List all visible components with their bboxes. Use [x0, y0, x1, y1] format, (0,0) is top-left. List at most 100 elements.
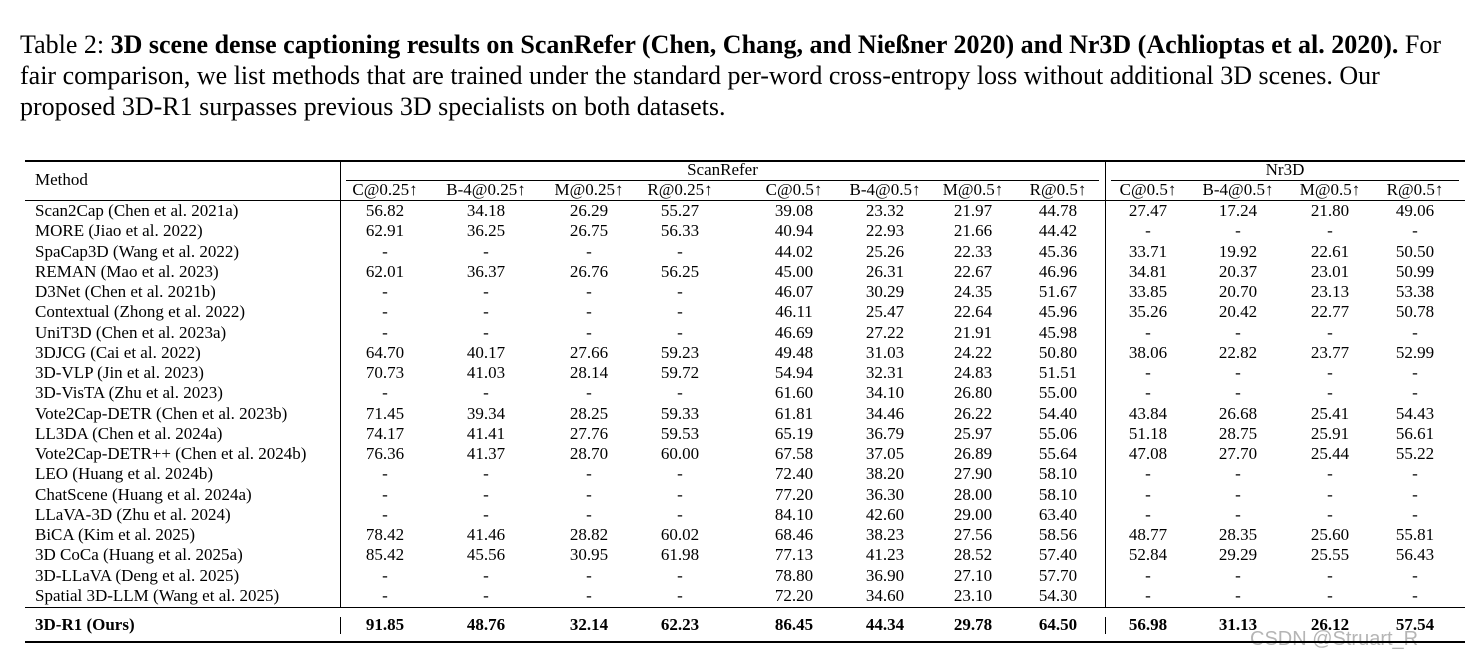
- method-cell: 3D-R1 (Ours): [35, 615, 135, 634]
- value-cell: 54.94: [774, 363, 814, 383]
- rule: [1105, 617, 1106, 634]
- method-cell: UniT3D (Chen et al. 2023a): [35, 322, 227, 342]
- value-cell: 22.67: [953, 261, 993, 281]
- value-cell: 26.29: [569, 201, 609, 220]
- value-cell: -: [382, 282, 388, 302]
- value-cell: 54.40: [1038, 403, 1078, 423]
- group-header: ScanRefer: [687, 160, 758, 179]
- column-header: B-4@0.25↑: [446, 180, 526, 199]
- value-cell: -: [1327, 383, 1333, 403]
- value-cell: 28.25: [569, 403, 609, 423]
- value-cell: 72.40: [774, 464, 814, 484]
- value-cell: -: [483, 565, 489, 585]
- value-cell: 44.34: [865, 615, 905, 634]
- value-cell: 23.13: [1310, 282, 1350, 302]
- value-cell: 31.03: [865, 342, 905, 362]
- value-cell: 85.42: [365, 545, 405, 565]
- value-cell: -: [1145, 484, 1151, 504]
- value-cell: 51.67: [1038, 282, 1078, 302]
- value-cell: -: [586, 241, 592, 261]
- value-cell: 19.92: [1218, 241, 1258, 261]
- value-cell: -: [677, 241, 683, 261]
- value-cell: 50.99: [1395, 261, 1435, 281]
- caption-text: For fair comparison, we list methods tha…: [20, 30, 1441, 121]
- value-cell: 51.51: [1038, 363, 1078, 383]
- value-cell: 39.08: [774, 201, 814, 220]
- value-cell: -: [483, 322, 489, 342]
- value-cell: 27.90: [953, 464, 993, 484]
- rule: [25, 607, 1465, 608]
- value-cell: -: [1412, 504, 1418, 524]
- value-cell: 33.71: [1128, 241, 1168, 261]
- value-cell: 41.03: [466, 363, 506, 383]
- value-cell: 23.32: [865, 201, 905, 220]
- column-header: R@0.5↑: [1029, 180, 1087, 199]
- value-cell: 84.10: [774, 504, 814, 524]
- method-cell: REMAN (Mao et al. 2023): [35, 261, 219, 281]
- value-cell: 21.97: [953, 201, 993, 220]
- value-cell: -: [1235, 322, 1241, 342]
- column-header: M@0.5↑: [1299, 180, 1361, 199]
- value-cell: 65.19: [774, 423, 814, 443]
- value-cell: -: [1327, 565, 1333, 585]
- value-cell: 55.00: [1038, 383, 1078, 403]
- value-cell: -: [677, 585, 683, 605]
- value-cell: -: [1235, 565, 1241, 585]
- value-cell: -: [1327, 221, 1333, 241]
- value-cell: -: [1412, 322, 1418, 342]
- value-cell: 74.17: [365, 423, 405, 443]
- value-cell: -: [1412, 484, 1418, 504]
- value-cell: 22.77: [1310, 302, 1350, 322]
- value-cell: 56.25: [660, 261, 700, 281]
- rule: [340, 162, 341, 607]
- value-cell: 38.23: [865, 525, 905, 545]
- value-cell: -: [1235, 221, 1241, 241]
- value-cell: 45.56: [466, 545, 506, 565]
- value-cell: 34.46: [865, 403, 905, 423]
- value-cell: 57.54: [1395, 615, 1435, 634]
- value-cell: 54.30: [1038, 585, 1078, 605]
- value-cell: 56.61: [1395, 423, 1435, 443]
- rule: [25, 200, 1465, 201]
- value-cell: 61.81: [774, 403, 814, 423]
- value-cell: 35.26: [1128, 302, 1168, 322]
- value-cell: 29.29: [1218, 545, 1258, 565]
- column-header: R@0.25↑: [647, 180, 713, 199]
- value-cell: -: [677, 383, 683, 403]
- value-cell: 56.82: [365, 201, 405, 220]
- value-cell: 50.78: [1395, 302, 1435, 322]
- value-cell: -: [1235, 464, 1241, 484]
- value-cell: 46.96: [1038, 261, 1078, 281]
- value-cell: 67.58: [774, 444, 814, 464]
- column-header: C@0.5↑: [765, 180, 823, 199]
- value-cell: 27.47: [1128, 201, 1168, 220]
- value-cell: 86.45: [774, 615, 814, 634]
- column-header: R@0.5↑: [1386, 180, 1444, 199]
- value-cell: 22.93: [865, 221, 905, 241]
- value-cell: 64.50: [1038, 615, 1078, 634]
- column-header: B-4@0.5↑: [849, 180, 921, 199]
- value-cell: 20.42: [1218, 302, 1258, 322]
- value-cell: -: [1145, 363, 1151, 383]
- value-cell: 25.91: [1310, 423, 1350, 443]
- group-header: Nr3D: [1265, 160, 1305, 179]
- value-cell: -: [586, 565, 592, 585]
- method-header: Method: [35, 170, 88, 189]
- value-cell: 59.33: [660, 403, 700, 423]
- value-cell: 23.01: [1310, 261, 1350, 281]
- column-header: M@0.5↑: [942, 180, 1004, 199]
- value-cell: -: [1412, 464, 1418, 484]
- value-cell: 26.31: [865, 261, 905, 281]
- value-cell: 48.77: [1128, 525, 1168, 545]
- method-cell: LL3DA (Chen et al. 2024a): [35, 423, 223, 443]
- value-cell: -: [586, 282, 592, 302]
- value-cell: 76.36: [365, 444, 405, 464]
- method-cell: 3D-VisTA (Zhu et al. 2023): [35, 383, 223, 403]
- value-cell: 25.60: [1310, 525, 1350, 545]
- value-cell: 45.98: [1038, 322, 1078, 342]
- rule: [25, 641, 1465, 643]
- value-cell: -: [586, 322, 592, 342]
- value-cell: 40.94: [774, 221, 814, 241]
- value-cell: 32.14: [569, 615, 609, 634]
- value-cell: -: [1145, 221, 1151, 241]
